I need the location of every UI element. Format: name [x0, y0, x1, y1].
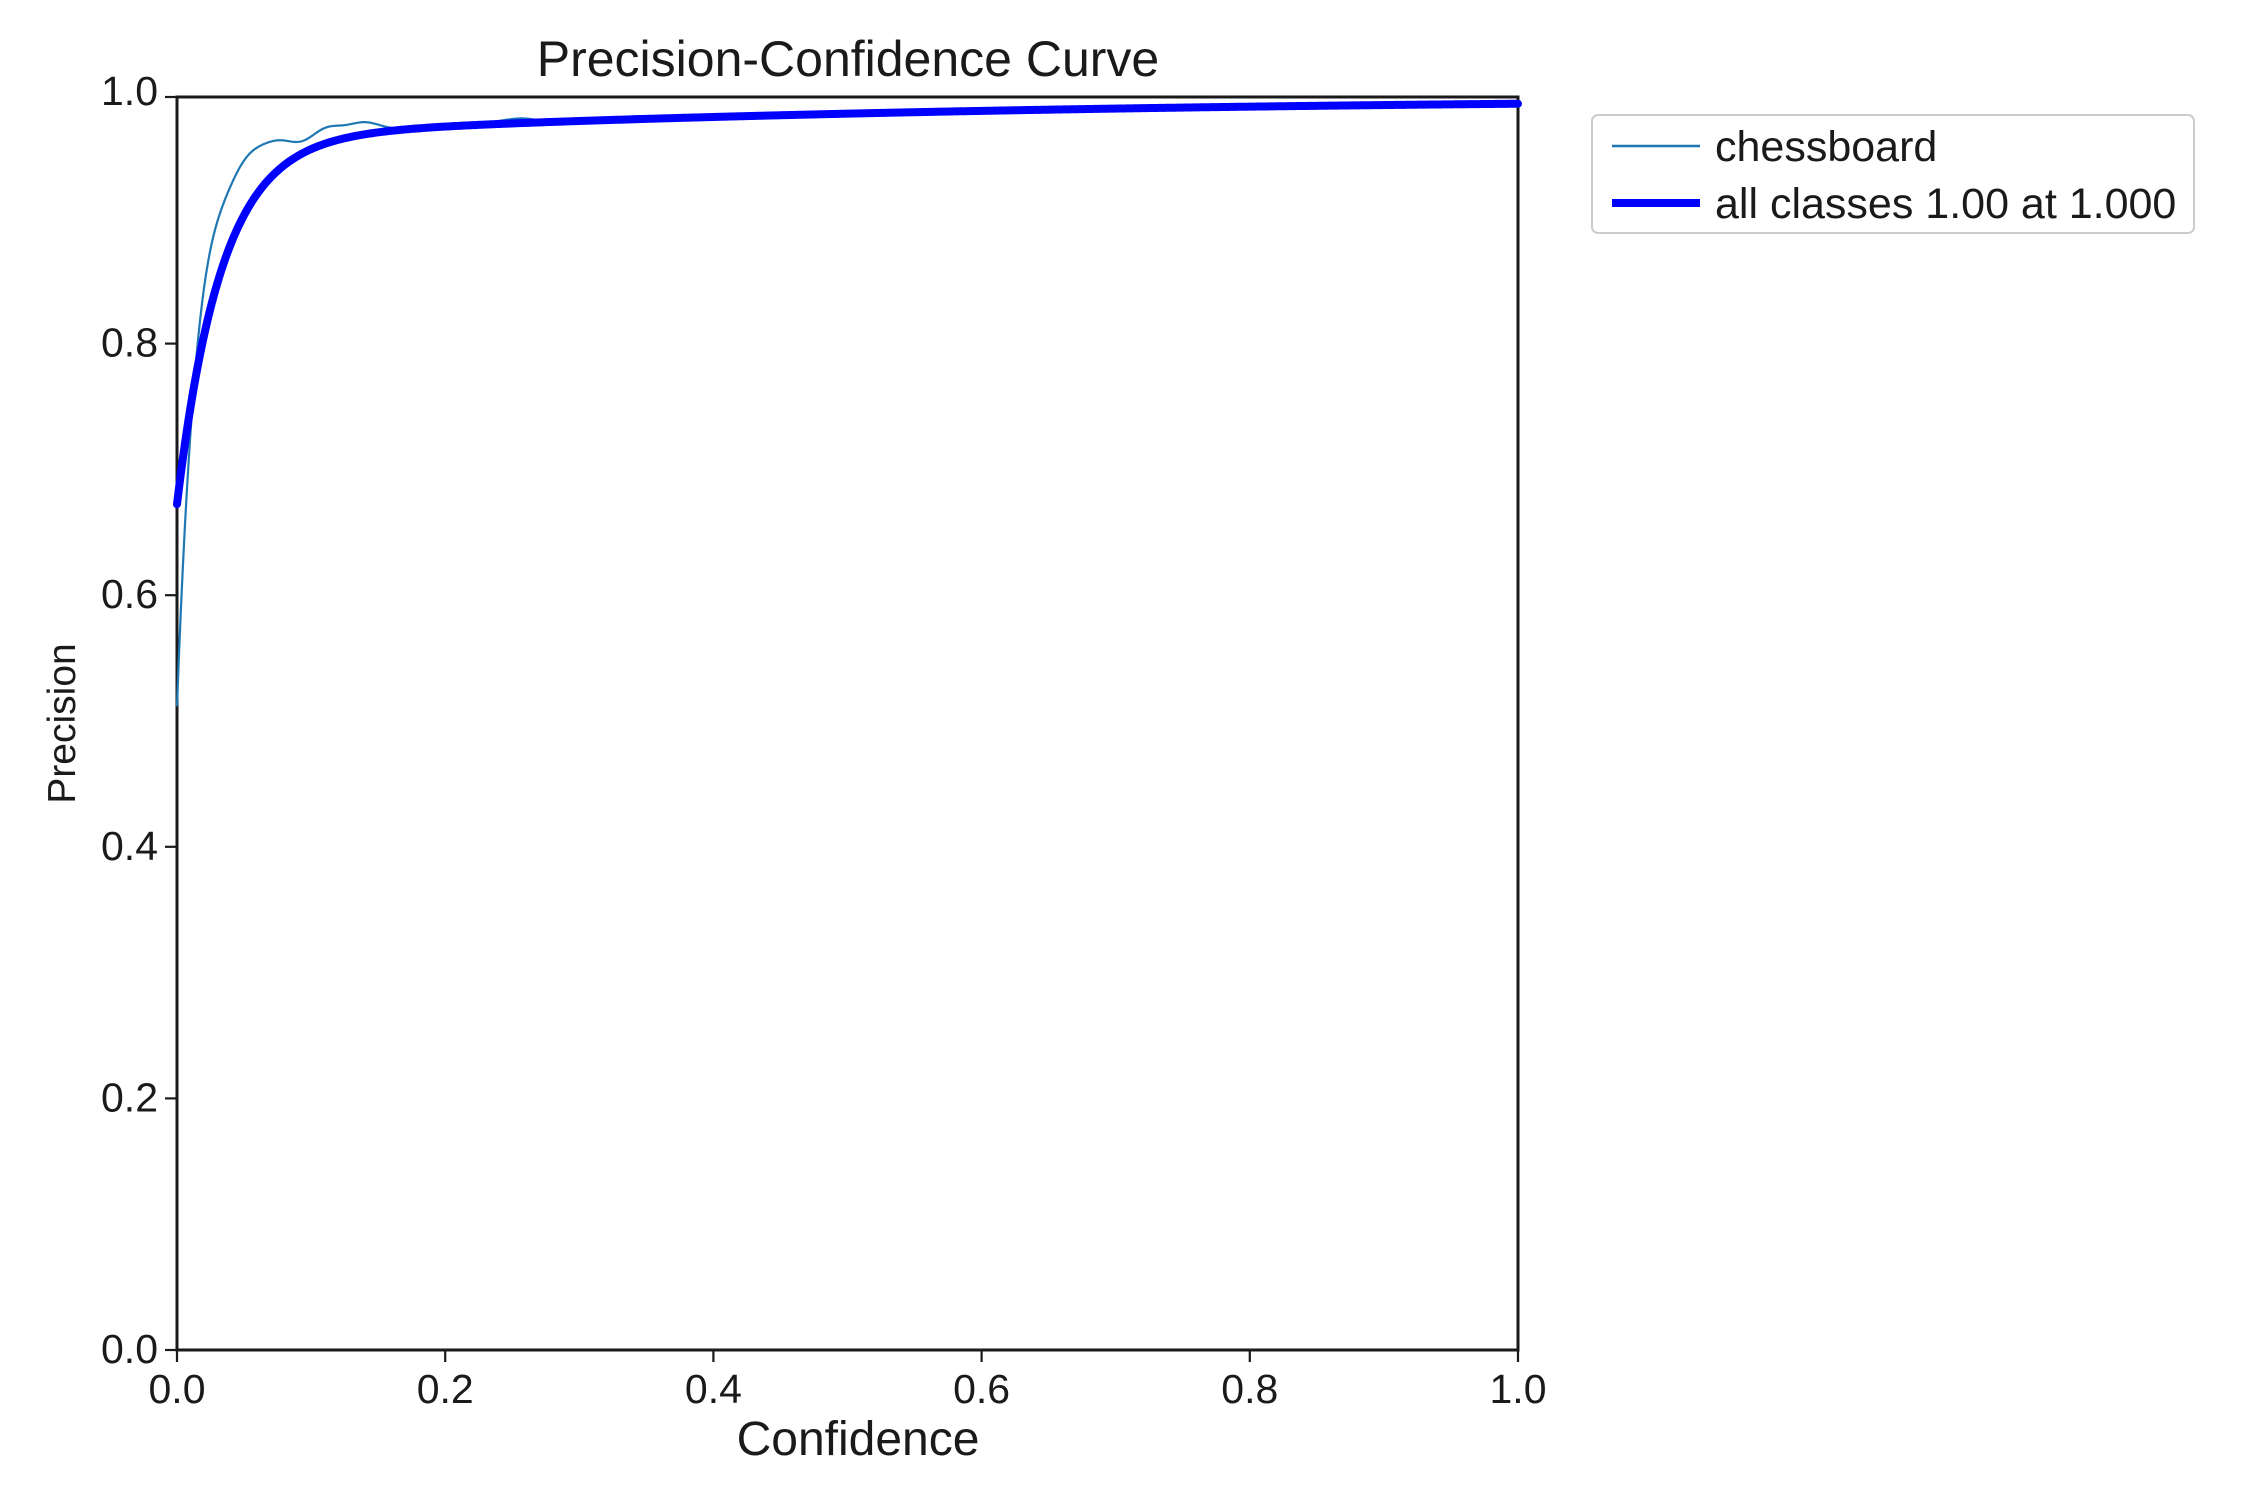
svg-text:0.6: 0.6: [953, 1366, 1010, 1412]
svg-text:0.8: 0.8: [1221, 1366, 1278, 1412]
svg-text:chessboard: chessboard: [1715, 123, 1937, 171]
svg-text:0.4: 0.4: [685, 1366, 742, 1412]
svg-text:all classes 1.00 at 1.000: all classes 1.00 at 1.000: [1715, 180, 2176, 228]
svg-text:Precision: Precision: [41, 643, 84, 803]
svg-text:0.0: 0.0: [149, 1366, 206, 1412]
svg-text:0.6: 0.6: [101, 571, 158, 617]
svg-text:Precision-Confidence Curve: Precision-Confidence Curve: [537, 31, 1160, 87]
svg-text:1.0: 1.0: [101, 68, 158, 114]
svg-text:0.8: 0.8: [101, 320, 158, 366]
svg-text:0.4: 0.4: [101, 823, 158, 869]
svg-text:1.0: 1.0: [1490, 1366, 1547, 1412]
svg-text:0.2: 0.2: [101, 1074, 158, 1120]
svg-text:Confidence: Confidence: [737, 1413, 980, 1466]
svg-text:0.2: 0.2: [417, 1366, 474, 1412]
svg-text:0.0: 0.0: [101, 1326, 158, 1372]
